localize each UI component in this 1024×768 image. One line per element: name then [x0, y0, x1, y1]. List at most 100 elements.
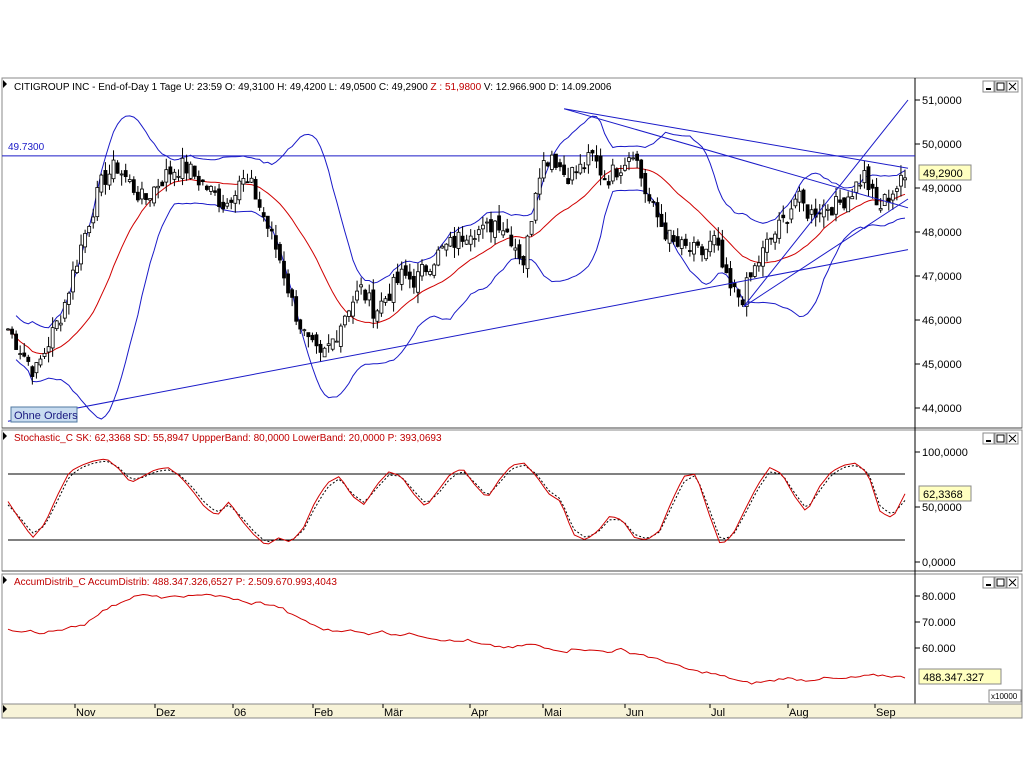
candle-body — [290, 289, 295, 298]
candle-body — [590, 150, 595, 154]
minimize-button[interactable] — [982, 80, 995, 93]
candle-body — [716, 237, 721, 246]
close-icon — [1008, 82, 1017, 91]
trend-line — [743, 99, 909, 308]
candle — [164, 158, 169, 192]
candle — [582, 162, 587, 173]
candle — [383, 296, 388, 306]
candle-body — [842, 197, 847, 209]
candle-body — [728, 268, 733, 289]
candle-body — [720, 239, 725, 268]
candle-body — [639, 159, 644, 179]
maximize-button[interactable] — [994, 576, 1007, 589]
candle — [342, 314, 347, 328]
candle — [318, 339, 323, 362]
candle — [785, 221, 790, 234]
stochastic-y-tick-label: 50,0000 — [922, 502, 962, 514]
candle — [704, 248, 709, 262]
candle-body — [476, 229, 481, 235]
candle — [761, 240, 765, 277]
candle-body — [282, 260, 286, 279]
accum-plot — [7, 593, 906, 685]
candle-body — [355, 290, 359, 301]
candle-body — [140, 188, 144, 200]
candle-body — [196, 175, 201, 186]
candle-body — [416, 271, 420, 293]
candle — [334, 330, 339, 343]
candle-body — [192, 165, 197, 177]
candle — [152, 186, 157, 207]
candle — [66, 291, 71, 315]
candle-body — [704, 248, 709, 260]
candle — [180, 147, 185, 186]
expand-arrow-icon[interactable] — [3, 432, 7, 440]
candle-body — [42, 352, 47, 357]
candle-body — [744, 277, 749, 307]
candle — [659, 204, 664, 227]
candle — [229, 197, 234, 210]
candle — [420, 259, 424, 281]
expand-arrow-icon[interactable] — [3, 80, 7, 88]
price-y-tick-label: 47,0000 — [922, 271, 962, 283]
candle — [541, 152, 546, 182]
candle-body — [456, 231, 461, 249]
trend-line — [7, 249, 909, 422]
minimize-button[interactable] — [982, 432, 995, 445]
candle — [789, 199, 794, 224]
candle-body — [164, 169, 169, 183]
candle-body — [493, 220, 497, 238]
stochastic-panel-controls — [982, 432, 1019, 445]
candle — [777, 212, 782, 244]
expand-arrow-icon[interactable] — [3, 576, 7, 584]
stochastic-plot — [7, 458, 906, 545]
candle — [375, 308, 380, 329]
candle — [294, 290, 299, 326]
candle-body — [294, 296, 299, 322]
price-y-tick-label: 48,0000 — [922, 227, 962, 239]
candle-body — [91, 216, 96, 224]
candle-body — [501, 230, 506, 236]
x-tick-label: Sep — [876, 707, 896, 719]
candle-body — [46, 346, 51, 353]
candle-body — [107, 173, 112, 186]
expand-arrow-icon[interactable] — [3, 705, 7, 713]
candle-body — [330, 338, 335, 350]
close-button[interactable] — [1006, 432, 1019, 445]
candle-body — [123, 170, 128, 178]
candle — [521, 255, 526, 273]
svg-text:49,2900: 49,2900 — [923, 168, 963, 180]
candle — [825, 204, 830, 221]
candle — [314, 332, 319, 354]
candle-body — [58, 322, 63, 326]
candle-body — [850, 196, 855, 200]
candle-body — [172, 171, 177, 180]
candle — [221, 194, 226, 213]
candle-body — [505, 228, 510, 233]
close-button[interactable] — [1006, 576, 1019, 589]
candle — [359, 277, 364, 295]
candle-body — [363, 289, 368, 301]
candle — [26, 354, 31, 366]
candle-body — [54, 320, 59, 330]
candle — [663, 212, 668, 242]
candle — [866, 163, 871, 197]
candle — [87, 225, 92, 237]
candle-body — [111, 159, 116, 180]
candle — [310, 332, 315, 343]
candle — [379, 292, 384, 317]
stochastic-sk-line — [7, 458, 906, 545]
candle — [6, 328, 10, 331]
ohne-orders-button[interactable]: Ohne Orders — [10, 406, 78, 423]
candle — [399, 261, 404, 291]
maximize-button[interactable] — [994, 432, 1007, 445]
candle-body — [464, 239, 469, 245]
minimize-button[interactable] — [982, 576, 995, 589]
candle — [549, 150, 554, 173]
candle — [213, 186, 217, 196]
candle-body — [683, 238, 688, 246]
candle-body — [428, 271, 433, 275]
candle-body — [71, 269, 75, 293]
maximize-button[interactable] — [994, 80, 1007, 93]
candle — [623, 157, 627, 172]
close-button[interactable] — [1006, 80, 1019, 93]
